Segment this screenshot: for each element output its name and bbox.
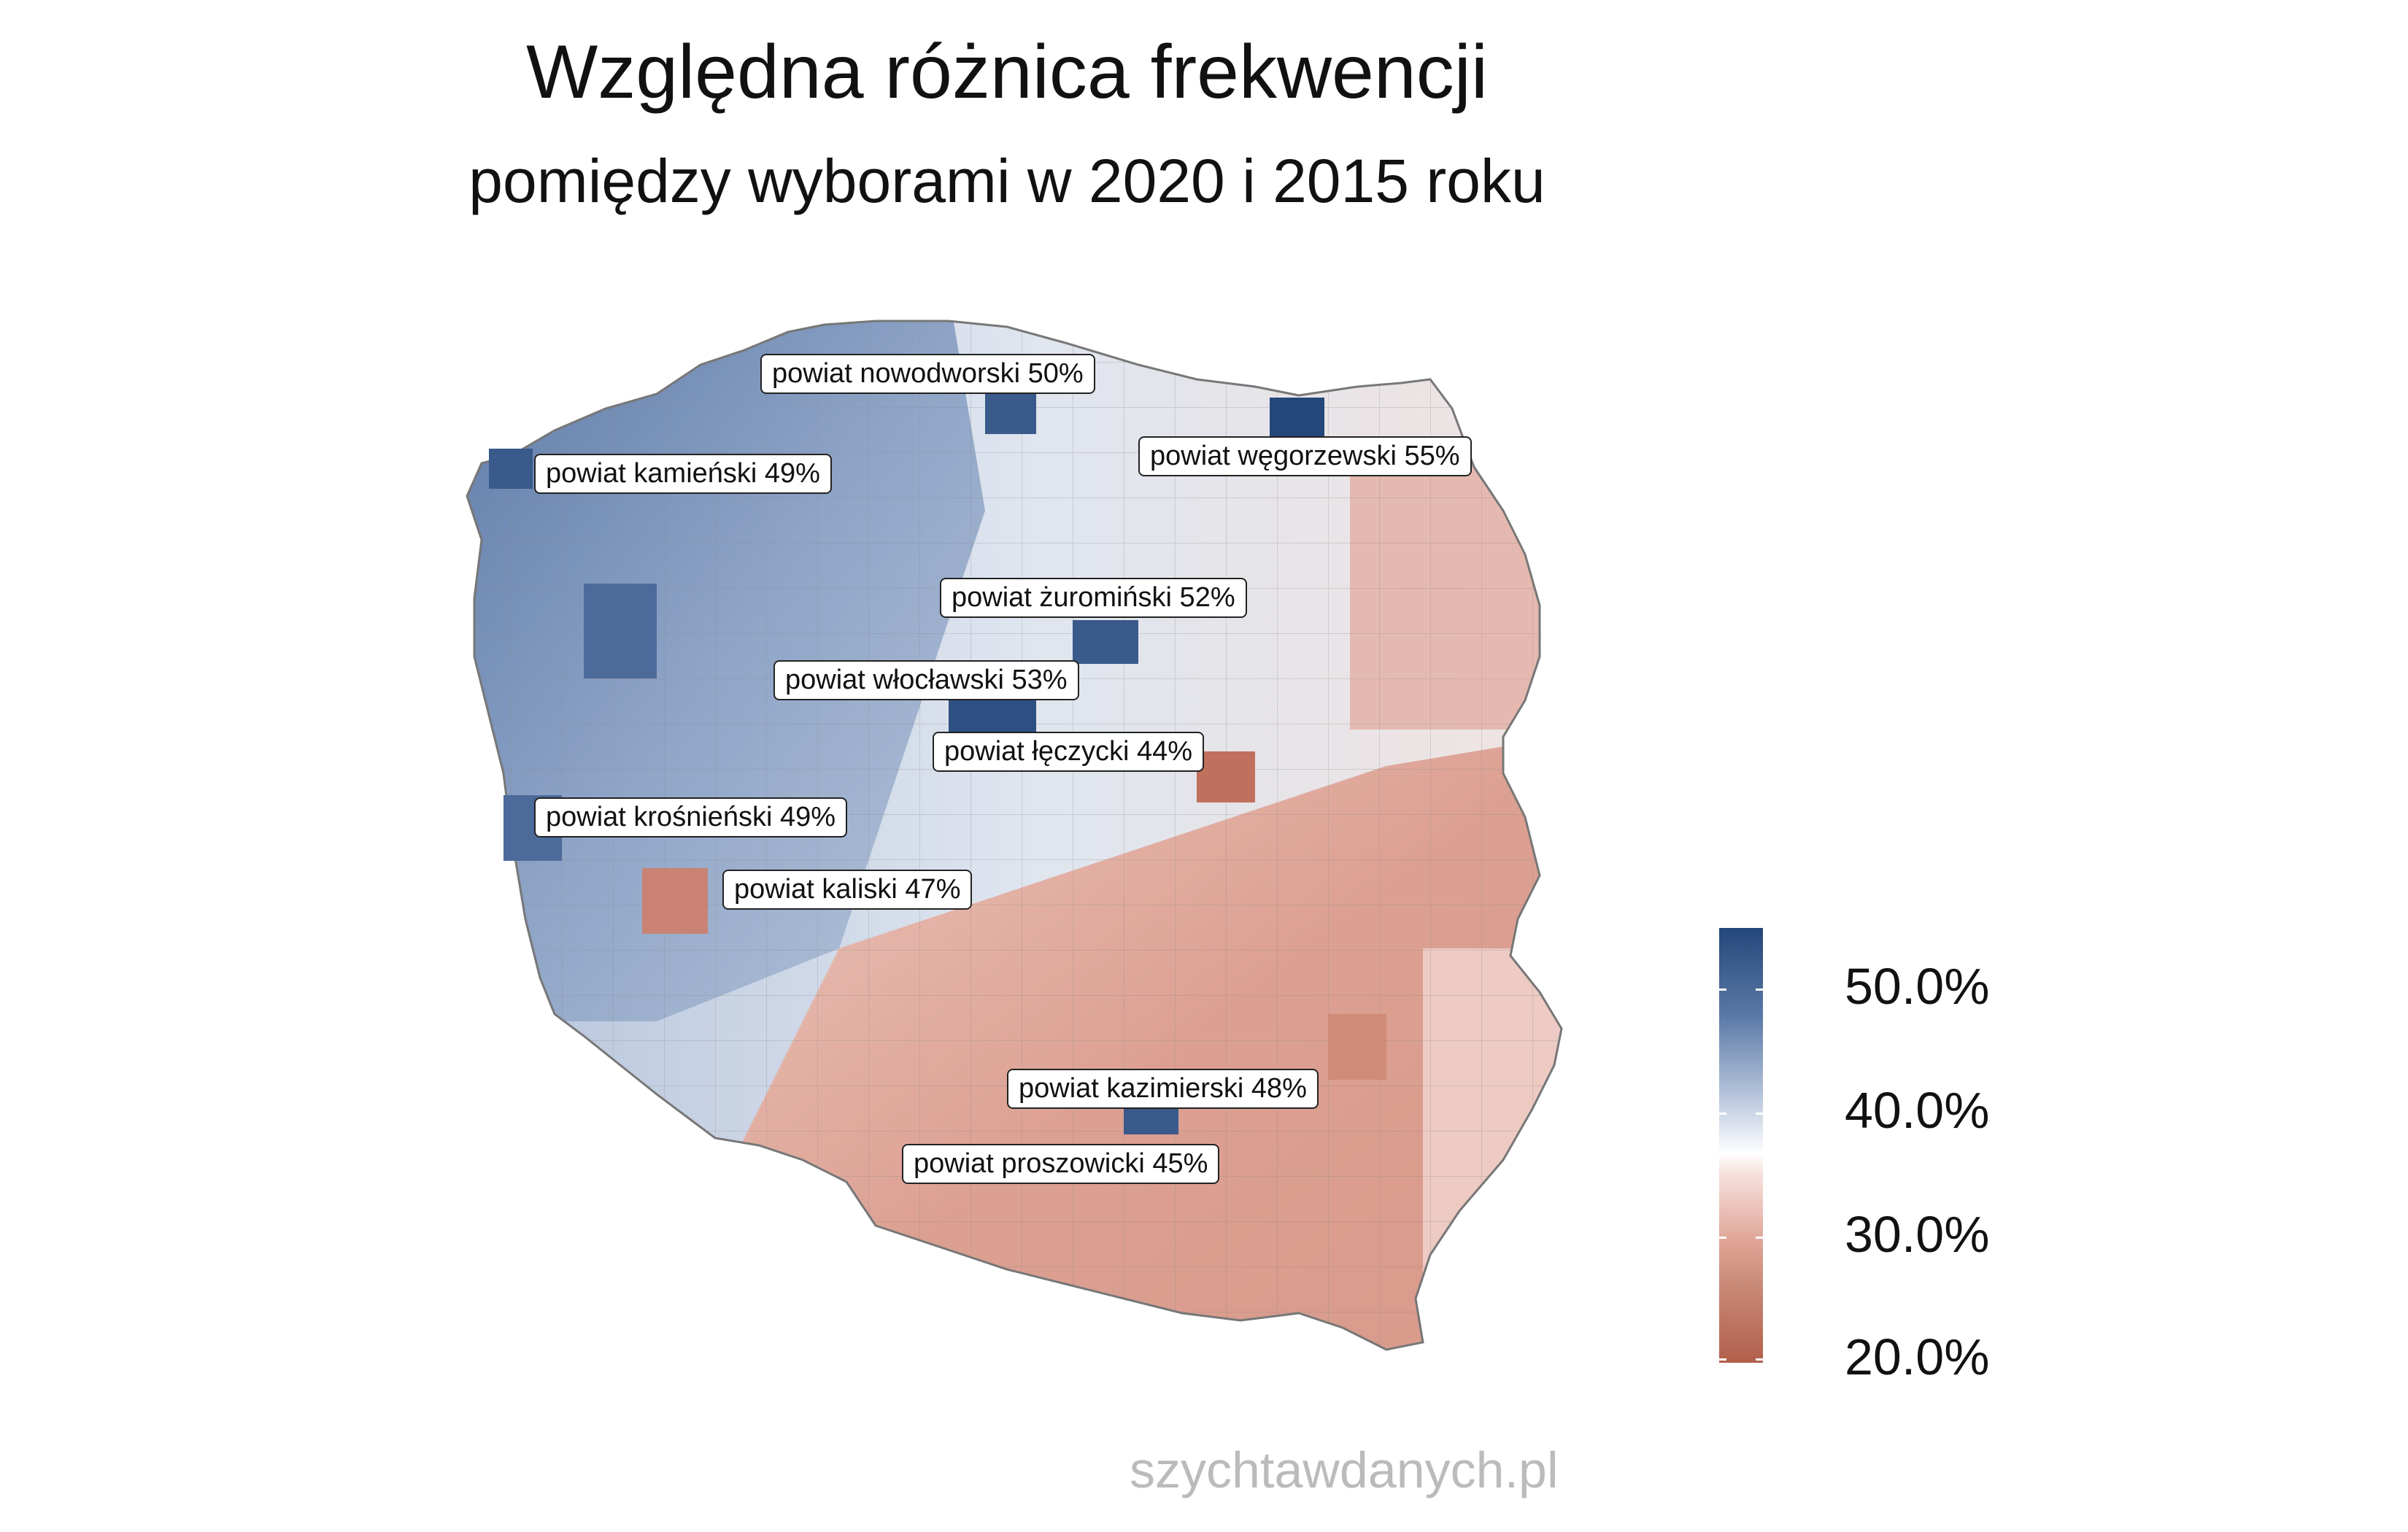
powiat-label: powiat kazimierski 48% (1007, 1069, 1319, 1109)
legend-tick (1756, 1358, 1763, 1361)
legend-label: 30.0% (1845, 1206, 1990, 1263)
powiat-label: powiat węgorzewski 55% (1138, 436, 1472, 476)
legend-tick (1719, 989, 1726, 991)
map-subtitle: pomiędzy wyborami w 2020 i 2015 roku (468, 147, 1545, 215)
highlighted-powiats (489, 394, 1386, 1134)
powiat-label: powiat proszowicki 45% (902, 1144, 1220, 1184)
powiat-label: powiat łęczycki 44% (933, 732, 1205, 772)
legend-label: 20.0% (1845, 1328, 1990, 1385)
powiat-label: powiat kamieński 49% (534, 454, 832, 494)
legend-color-bar (1719, 928, 1763, 1363)
legend-tick (1719, 1358, 1726, 1361)
powiat-label: powiat żuromiński 52% (940, 578, 1247, 618)
powiat-label: powiat włocławski 53% (773, 660, 1079, 700)
powiat-label: powiat nowodworski 50% (760, 354, 1095, 394)
legend-tick (1719, 1237, 1726, 1239)
powiat-label: powiat kaliski 47% (722, 870, 973, 910)
map-title: Względna różnica frekwencji (526, 30, 1488, 115)
legend-label: 50.0% (1845, 958, 1990, 1015)
legend-tick (1756, 1113, 1763, 1115)
watermark: szychtawdanych.pl (1130, 1442, 1559, 1498)
powiat-label: powiat krośnieński 49% (534, 797, 848, 837)
legend-tick (1719, 1113, 1726, 1115)
poland-border (466, 320, 1563, 1351)
legend-tick (1756, 1237, 1763, 1239)
legend-tick (1756, 989, 1763, 991)
legend-label: 40.0% (1845, 1082, 1990, 1139)
